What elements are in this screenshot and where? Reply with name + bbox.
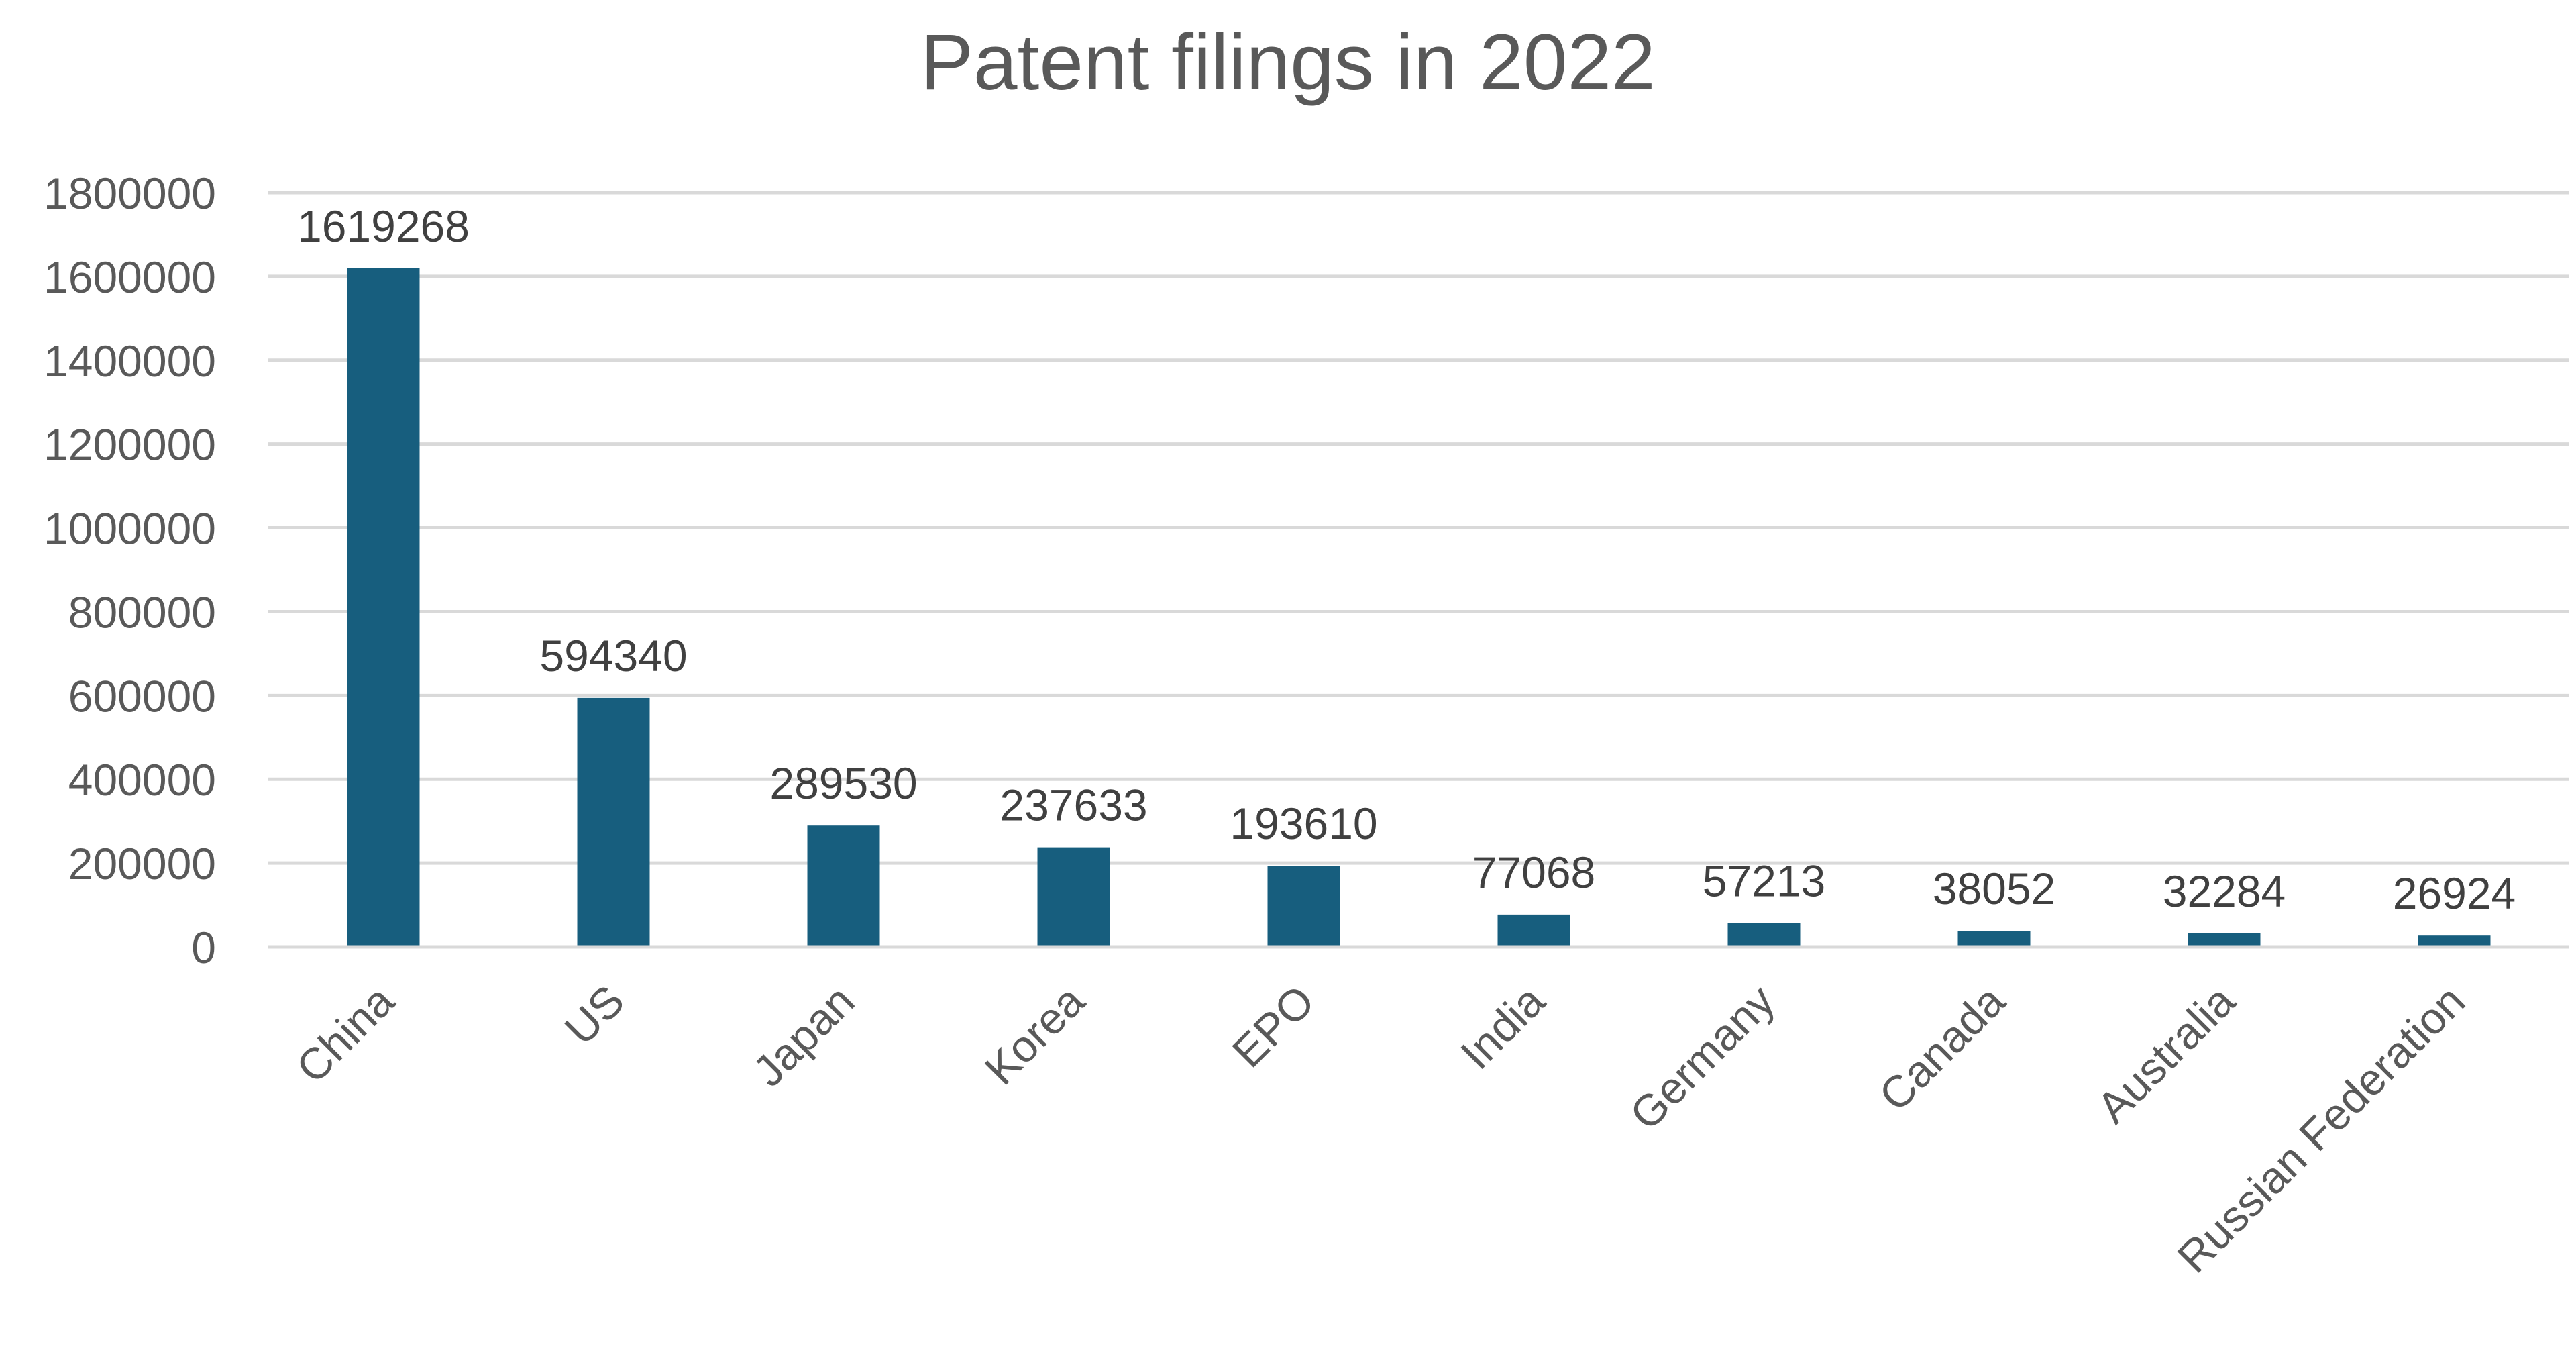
x-category-label: Korea bbox=[975, 975, 1094, 1094]
x-axis-category-labels: China US Japan Korea EPO India Germany Canada Au… bbox=[286, 975, 2474, 1282]
x-category-label: India bbox=[1451, 975, 1554, 1078]
chart-title: Patent filings in 2022 bbox=[920, 18, 1656, 107]
y-tick-label: 1800000 bbox=[44, 168, 216, 218]
y-axis-tick-labels: 0 200000 400000 600000 800000 1000000 1200000 1… bbox=[44, 168, 216, 972]
y-tick-label: 0 bbox=[191, 923, 216, 972]
bar-india bbox=[1497, 914, 1570, 947]
y-tick-label: 200000 bbox=[68, 839, 216, 888]
bar-korea bbox=[1037, 847, 1110, 947]
bar-epo bbox=[1267, 866, 1340, 947]
y-tick-label: 400000 bbox=[68, 755, 216, 805]
bar-china bbox=[347, 268, 420, 948]
bar-germany bbox=[1727, 923, 1801, 947]
x-category-label: Australia bbox=[2088, 975, 2245, 1132]
y-tick-label: 600000 bbox=[68, 671, 216, 721]
data-label: 1619268 bbox=[297, 201, 470, 251]
bar-australia bbox=[2188, 933, 2261, 947]
x-category-label: Canada bbox=[1870, 975, 2015, 1120]
x-category-label: China bbox=[286, 975, 403, 1092]
data-label: 32284 bbox=[2163, 866, 2286, 916]
bar-russian-federation bbox=[2418, 935, 2491, 947]
bars bbox=[347, 268, 2491, 948]
data-labels: 1619268 594340 289530 237633 193610 77068 5721… bbox=[297, 201, 2516, 918]
y-tick-label: 1600000 bbox=[44, 252, 216, 302]
y-tick-label: 1400000 bbox=[44, 336, 216, 386]
bar-canada bbox=[1957, 931, 2031, 947]
data-label: 38052 bbox=[1933, 864, 2056, 913]
y-tick-label: 1000000 bbox=[44, 504, 216, 554]
data-label: 57213 bbox=[1703, 856, 1826, 905]
data-label: 26924 bbox=[2393, 868, 2516, 918]
data-label: 289530 bbox=[769, 758, 917, 808]
data-label: 193610 bbox=[1230, 799, 1377, 848]
gridlines bbox=[268, 191, 2569, 865]
x-category-label: US bbox=[555, 976, 633, 1054]
data-label: 594340 bbox=[539, 631, 687, 680]
x-category-label: Japan bbox=[743, 976, 863, 1096]
x-category-label: Germany bbox=[1620, 976, 1784, 1139]
bar-us bbox=[577, 697, 650, 947]
y-tick-label: 800000 bbox=[68, 587, 216, 637]
data-label: 237633 bbox=[1000, 780, 1147, 830]
bar-japan bbox=[807, 825, 880, 947]
x-category-label: EPO bbox=[1223, 976, 1324, 1077]
y-tick-label: 1200000 bbox=[44, 420, 216, 470]
data-label: 77068 bbox=[1472, 848, 1596, 897]
